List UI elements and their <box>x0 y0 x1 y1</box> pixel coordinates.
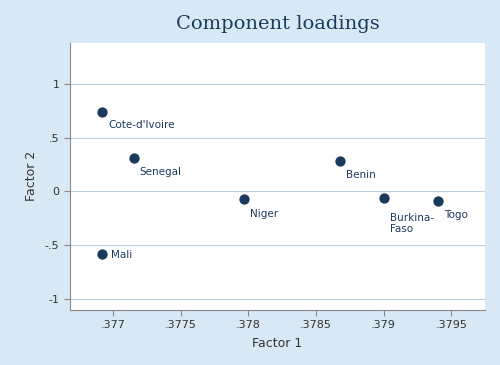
Text: Mali: Mali <box>110 250 132 261</box>
Text: Senegal: Senegal <box>140 166 181 177</box>
Point <box>336 158 344 164</box>
Text: Benin: Benin <box>346 170 376 180</box>
Title: Component loadings: Component loadings <box>176 15 380 33</box>
Text: Cote-d'Ivoire: Cote-d'Ivoire <box>108 120 175 130</box>
X-axis label: Factor 1: Factor 1 <box>252 337 302 350</box>
Point <box>434 198 442 204</box>
Text: Burkina-
Faso: Burkina- Faso <box>390 213 434 234</box>
Y-axis label: Factor 2: Factor 2 <box>25 151 38 201</box>
Point <box>380 195 388 201</box>
Point <box>240 196 248 202</box>
Point <box>98 251 106 257</box>
Point <box>98 109 106 115</box>
Text: Niger: Niger <box>250 208 278 219</box>
Text: Togo: Togo <box>444 210 468 220</box>
Point <box>130 155 138 161</box>
